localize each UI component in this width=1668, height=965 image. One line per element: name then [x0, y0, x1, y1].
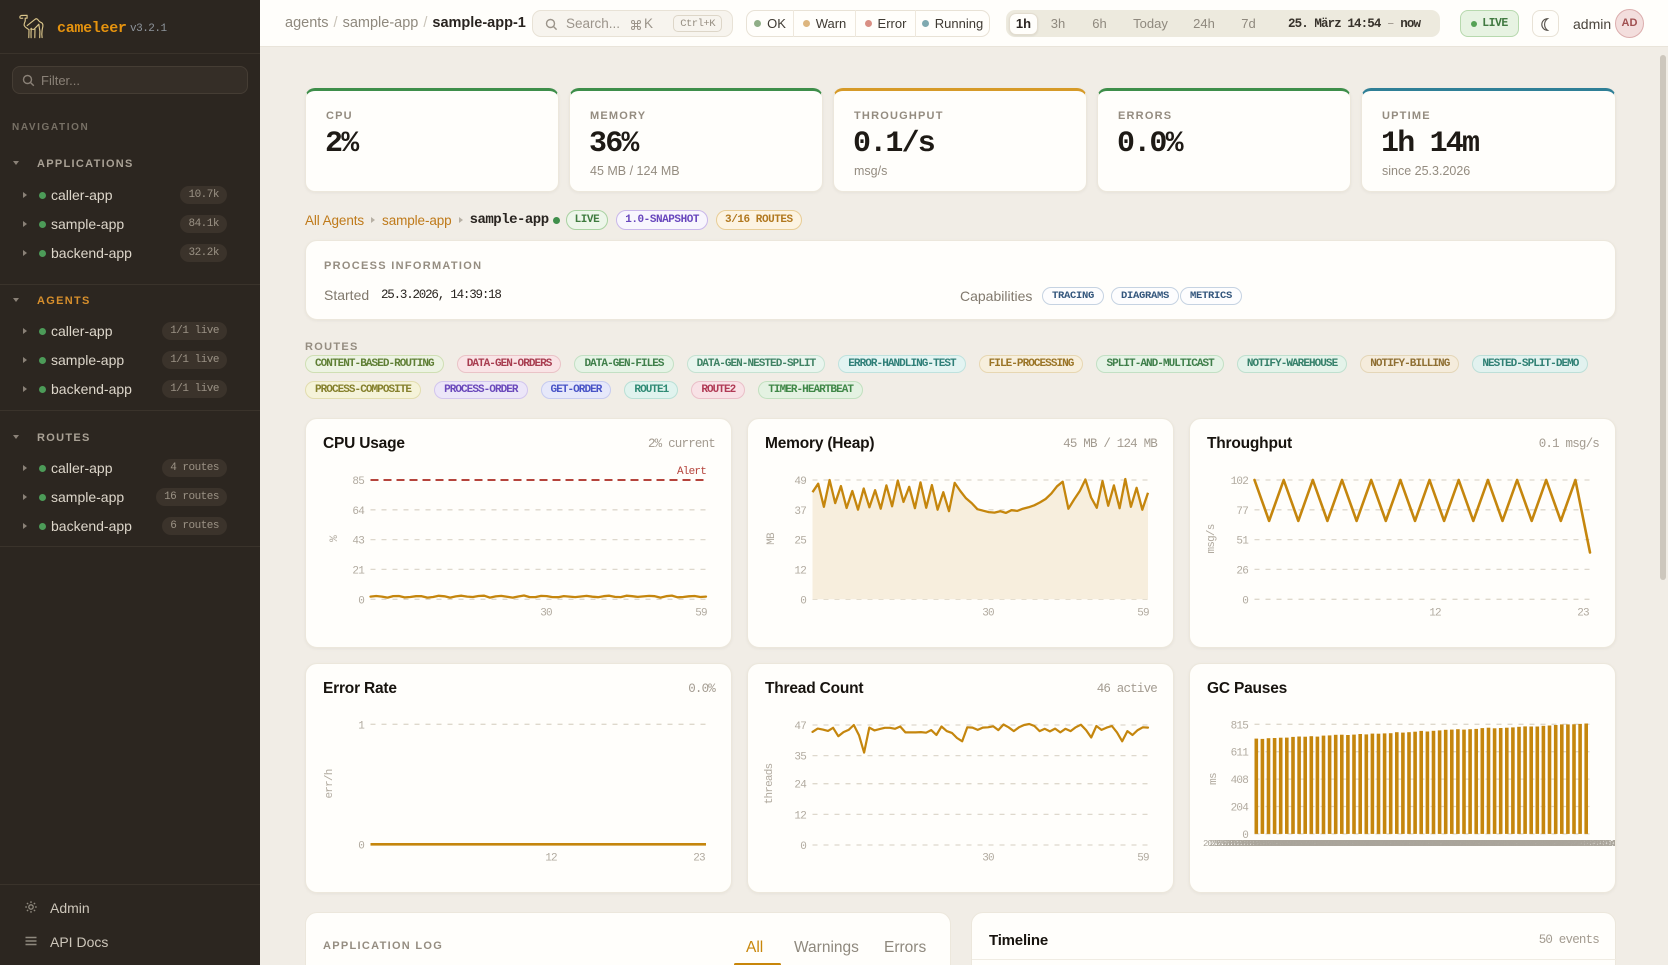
svg-text:0: 0	[800, 595, 806, 607]
svg-text:611: 611	[1231, 748, 1250, 760]
svg-text:59: 59	[1137, 608, 1149, 620]
svg-text:85: 85	[352, 476, 364, 488]
svg-text:49: 49	[794, 476, 806, 488]
svg-text:12: 12	[545, 853, 557, 865]
svg-text:408: 408	[1231, 775, 1249, 787]
svg-text:0: 0	[1242, 595, 1248, 607]
svg-text:77: 77	[1236, 506, 1248, 518]
svg-text:threads: threads	[764, 763, 776, 804]
svg-text:Alert: Alert	[677, 466, 706, 478]
svg-text:0: 0	[358, 595, 364, 607]
svg-text:0: 0	[358, 840, 364, 852]
svg-text:12: 12	[794, 565, 806, 577]
svg-text:815: 815	[1231, 720, 1249, 732]
svg-text:0: 0	[1242, 830, 1248, 842]
svg-text:err/h: err/h	[324, 769, 336, 798]
svg-text:23: 23	[1577, 608, 1589, 620]
svg-text:64: 64	[352, 506, 365, 518]
svg-text:30: 30	[982, 608, 994, 620]
svg-text:%: %	[329, 535, 341, 542]
svg-text:msg/s: msg/s	[1206, 524, 1218, 553]
svg-text:51: 51	[1236, 536, 1249, 548]
svg-text:59: 59	[1137, 853, 1149, 865]
svg-text:102: 102	[1231, 476, 1249, 488]
svg-text:35: 35	[794, 752, 806, 764]
svg-text:MB: MB	[766, 532, 778, 545]
svg-text:25: 25	[794, 536, 806, 548]
svg-text:204: 204	[1231, 803, 1250, 815]
svg-text:21: 21	[352, 565, 365, 577]
svg-text:47: 47	[794, 721, 806, 733]
svg-text:30: 30	[982, 853, 994, 865]
svg-text:37: 37	[794, 506, 806, 518]
svg-text:0: 0	[800, 841, 806, 853]
svg-text:59: 59	[695, 608, 707, 620]
svg-text:43: 43	[352, 536, 364, 548]
svg-text:12: 12	[1429, 608, 1441, 620]
svg-text:26: 26	[1236, 565, 1248, 577]
svg-text:ms: ms	[1208, 773, 1220, 785]
svg-text:1: 1	[358, 720, 365, 732]
svg-text:30: 30	[540, 608, 552, 620]
svg-text:24: 24	[794, 780, 807, 792]
svg-text:12: 12	[794, 810, 806, 822]
svg-text:23: 23	[693, 853, 705, 865]
